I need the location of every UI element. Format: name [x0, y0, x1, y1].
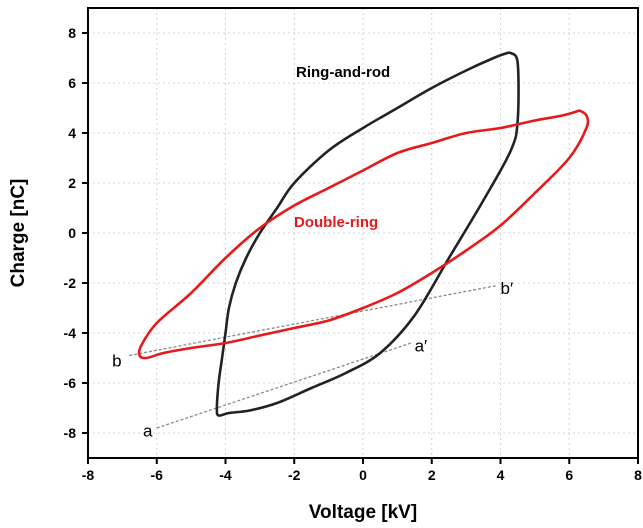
y-tick-label: 4 [68, 125, 76, 141]
y-axis-title: Charge [nC] [8, 179, 29, 288]
y-tick-label: -8 [64, 425, 77, 441]
x-tick-label: -8 [82, 467, 95, 483]
annotation-label: b′ [501, 279, 514, 298]
grid-lines [88, 8, 638, 458]
series-label-double-ring: Double-ring [294, 214, 378, 231]
guide-line [156, 342, 412, 429]
x-tick-label: -6 [151, 467, 164, 483]
y-tick-label: 6 [68, 75, 76, 91]
series-label-ring-and-rod: Ring-and-rod [296, 64, 390, 81]
x-tick-label: -4 [219, 467, 232, 483]
y-tick-label: -4 [64, 325, 77, 341]
x-tick-label: -2 [288, 467, 301, 483]
series-group [137, 51, 590, 417]
y-tick-label: 2 [68, 175, 76, 191]
x-tick-label: 2 [428, 467, 436, 483]
annotation-label: b [112, 352, 121, 371]
x-axis-title: Voltage [kV] [309, 502, 417, 523]
series-line-ring-and-rod [215, 51, 520, 417]
x-tick-label: 6 [565, 467, 573, 483]
x-tick-label: 4 [497, 467, 505, 483]
annotation-label: a′ [415, 337, 428, 356]
x-tick-label: 8 [634, 467, 642, 483]
y-tick-label: 0 [68, 225, 76, 241]
point-annotations: a a′ b b′ [112, 279, 513, 441]
x-tick-label: 0 [359, 467, 367, 483]
annotation-label: a [143, 422, 153, 441]
guide-lines [129, 284, 498, 429]
y-tick-label: -6 [64, 375, 77, 391]
guide-line [129, 284, 498, 357]
axis-ticks: -8 -6 -4 -2 0 2 4 6 8 -8 -6 -4 -2 0 2 4 6 8 [64, 25, 643, 483]
y-tick-label: -2 [64, 275, 77, 291]
series-line-double-ring [137, 109, 590, 360]
y-tick-label: 8 [68, 25, 76, 41]
